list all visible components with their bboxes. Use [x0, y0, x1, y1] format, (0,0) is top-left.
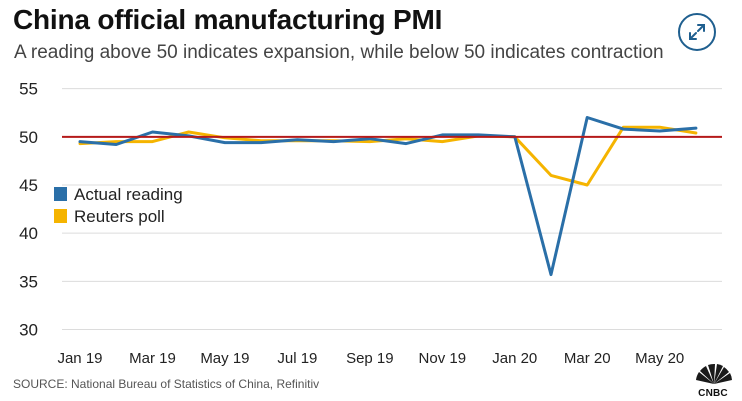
- x-tick-label: Nov 19: [419, 350, 467, 367]
- y-tick-label: 45: [19, 176, 38, 195]
- x-tick-label: May 20: [635, 350, 684, 367]
- y-tick-label: 50: [19, 128, 38, 147]
- y-tick-label: 40: [19, 224, 38, 243]
- legend-swatch: [54, 187, 67, 201]
- chart-title: China official manufacturing PMI: [13, 4, 443, 35]
- x-tick-label: May 19: [200, 350, 249, 367]
- pmi-line-chart: 30 35 40 45 50 55 Jan 19 Mar 19 May 19 Jul 19 Sep…: [19, 80, 722, 367]
- x-tick-label: Mar 19: [129, 350, 176, 367]
- series-line-actual-reading: [78, 116, 698, 277]
- x-tick-label: Sep 19: [346, 350, 394, 367]
- legend: Actual reading Reuters poll: [54, 185, 183, 226]
- legend-label: Actual reading: [74, 185, 183, 204]
- expand-button[interactable]: [678, 13, 716, 51]
- x-tick-label: Mar 20: [564, 350, 611, 367]
- y-tick-label: 35: [19, 272, 38, 291]
- x-tick-label: Jan 19: [57, 350, 102, 367]
- expand-arrows-icon: [689, 24, 705, 40]
- chart-subtitle: A reading above 50 indicates expansion, …: [14, 42, 664, 63]
- source-note: SOURCE: National Bureau of Statistics of…: [13, 377, 320, 391]
- x-axis-ticks: Jan 19 Mar 19 May 19 Jul 19 Sep 19 Nov 19 Jan …: [57, 350, 684, 367]
- legend-label: Reuters poll: [74, 207, 165, 226]
- series-lines: [78, 116, 698, 277]
- x-tick-label: Jul 19: [277, 350, 317, 367]
- y-tick-label: 55: [19, 80, 38, 99]
- y-axis-ticks: 30 35 40 45 50 55: [19, 80, 38, 340]
- legend-swatch: [54, 209, 67, 223]
- y-tick-label: 30: [19, 321, 38, 340]
- logo-wordmark: CNBC: [698, 388, 728, 399]
- x-tick-label: Jan 20: [492, 350, 537, 367]
- cnbc-peacock-logo: [696, 363, 732, 384]
